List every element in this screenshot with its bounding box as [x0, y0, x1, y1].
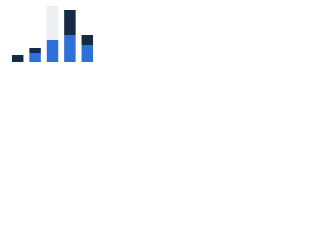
bar-segment: [81, 35, 94, 45]
bar-segment: [81, 45, 94, 62]
bar-segment: [64, 10, 76, 35]
bar-segment: [46, 6, 59, 40]
page: (() => { const data = JSON.parse(documen…: [0, 0, 320, 71]
bar-segment: [11, 55, 24, 62]
chart: [11, 6, 94, 62]
bar-segment: [64, 35, 76, 62]
bar-segment: [46, 40, 59, 62]
bar-segment: [29, 48, 41, 53]
bar-segment: [29, 53, 41, 62]
